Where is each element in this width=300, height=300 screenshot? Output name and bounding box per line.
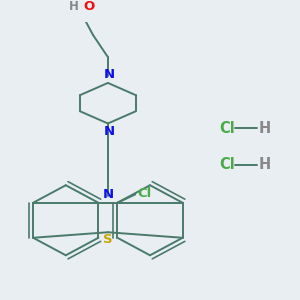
Text: Cl: Cl — [137, 187, 152, 200]
Text: N: N — [103, 125, 114, 138]
Text: H: H — [259, 158, 271, 172]
Text: H: H — [259, 121, 271, 136]
Text: H: H — [69, 0, 79, 13]
Text: N: N — [102, 188, 113, 201]
Text: O: O — [83, 0, 94, 13]
Text: Cl: Cl — [219, 121, 235, 136]
Text: N: N — [103, 68, 114, 81]
Text: Cl: Cl — [219, 158, 235, 172]
Text: S: S — [103, 233, 113, 246]
